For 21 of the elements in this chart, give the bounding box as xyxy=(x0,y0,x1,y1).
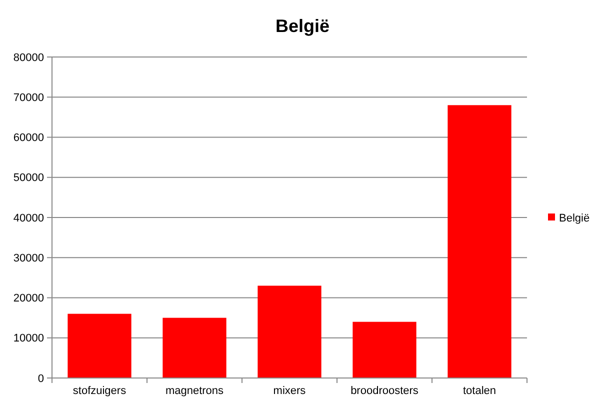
x-tick-label: broodroosters xyxy=(350,385,419,397)
legend-label: België xyxy=(559,212,590,224)
bar xyxy=(352,322,416,378)
bar xyxy=(162,318,226,378)
x-tick-label: magnetrons xyxy=(165,385,224,397)
y-tick-label: 0 xyxy=(38,372,44,385)
bar xyxy=(258,286,322,378)
y-tick-label: 50000 xyxy=(13,172,44,184)
bar xyxy=(448,105,512,378)
y-tick-label: 70000 xyxy=(13,92,44,104)
y-tick-label: 80000 xyxy=(13,52,44,64)
chart-title: België xyxy=(275,16,330,36)
y-tick-label: 60000 xyxy=(13,132,44,144)
x-tick-label: mixers xyxy=(273,385,306,397)
bar xyxy=(68,314,132,378)
y-tick-label: 40000 xyxy=(13,212,44,224)
y-tick-label: 30000 xyxy=(13,252,44,264)
x-tick-label: stofzuigers xyxy=(72,385,127,397)
y-tick-label: 20000 xyxy=(13,292,44,305)
y-tick-label: 10000 xyxy=(13,332,44,345)
x-tick-label: totalen xyxy=(462,385,496,397)
